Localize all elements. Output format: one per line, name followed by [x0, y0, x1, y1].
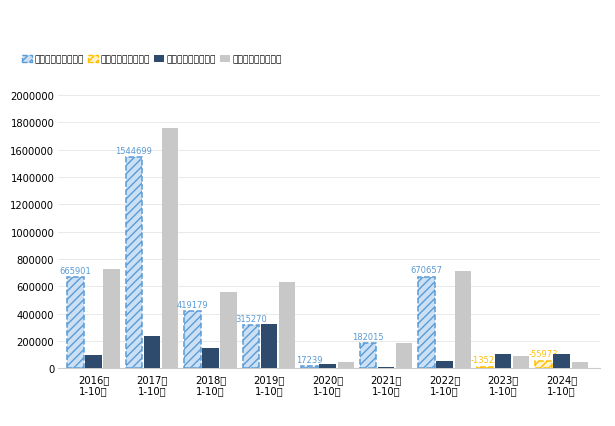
Bar [319, 364, 336, 368]
Legend: 贸易顺差（千美元）, 贸易逆差（千美元）, 进口总额（千美元）, 出口总额（千美元）: 贸易顺差（千美元）, 贸易逆差（千美元）, 进口总额（千美元）, 出口总额（千美… [22, 55, 282, 64]
Text: 1544699: 1544699 [116, 147, 153, 155]
Bar [184, 311, 200, 368]
Bar [454, 271, 471, 368]
Text: 数据来源：中国海关，华经产业研究院整理: 数据来源：中国海关，华经产业研究院整理 [494, 410, 606, 420]
Text: -55973: -55973 [529, 349, 558, 358]
Bar [571, 362, 588, 368]
Text: 182015: 182015 [352, 332, 384, 341]
Text: -13525: -13525 [470, 355, 499, 364]
Text: 315270: 315270 [235, 314, 267, 323]
Bar [338, 362, 354, 368]
Bar [513, 356, 530, 368]
Bar [243, 325, 259, 368]
Bar [103, 269, 120, 368]
Bar [477, 367, 493, 368]
Text: 670657: 670657 [410, 266, 442, 275]
Bar [301, 366, 317, 368]
Bar [437, 361, 453, 368]
Text: 2016-2024年10月银川综合保税区进出口差额: 2016-2024年10月银川综合保税区进出口差额 [170, 36, 445, 54]
Bar [67, 278, 84, 368]
Bar [279, 282, 295, 368]
Bar [495, 354, 511, 368]
Text: 专业严谨 • 客观科学: 专业严谨 • 客观科学 [539, 9, 606, 19]
Bar [378, 367, 394, 368]
Bar [554, 354, 569, 368]
Bar [202, 348, 219, 368]
Text: 665901: 665901 [60, 266, 91, 275]
Text: 419179: 419179 [177, 300, 208, 309]
Text: 17239: 17239 [296, 355, 323, 364]
Text: ■ 华经情报网: ■ 华经情报网 [9, 9, 57, 19]
Bar [162, 129, 178, 368]
Bar [360, 344, 376, 368]
Bar [125, 158, 142, 368]
Bar [85, 356, 101, 368]
Bar [418, 277, 435, 368]
Bar [221, 292, 237, 368]
Bar [396, 343, 413, 368]
Bar [261, 324, 277, 368]
Text: www.huaon.com: www.huaon.com [9, 410, 90, 420]
Bar [535, 361, 552, 368]
Bar [144, 336, 161, 368]
